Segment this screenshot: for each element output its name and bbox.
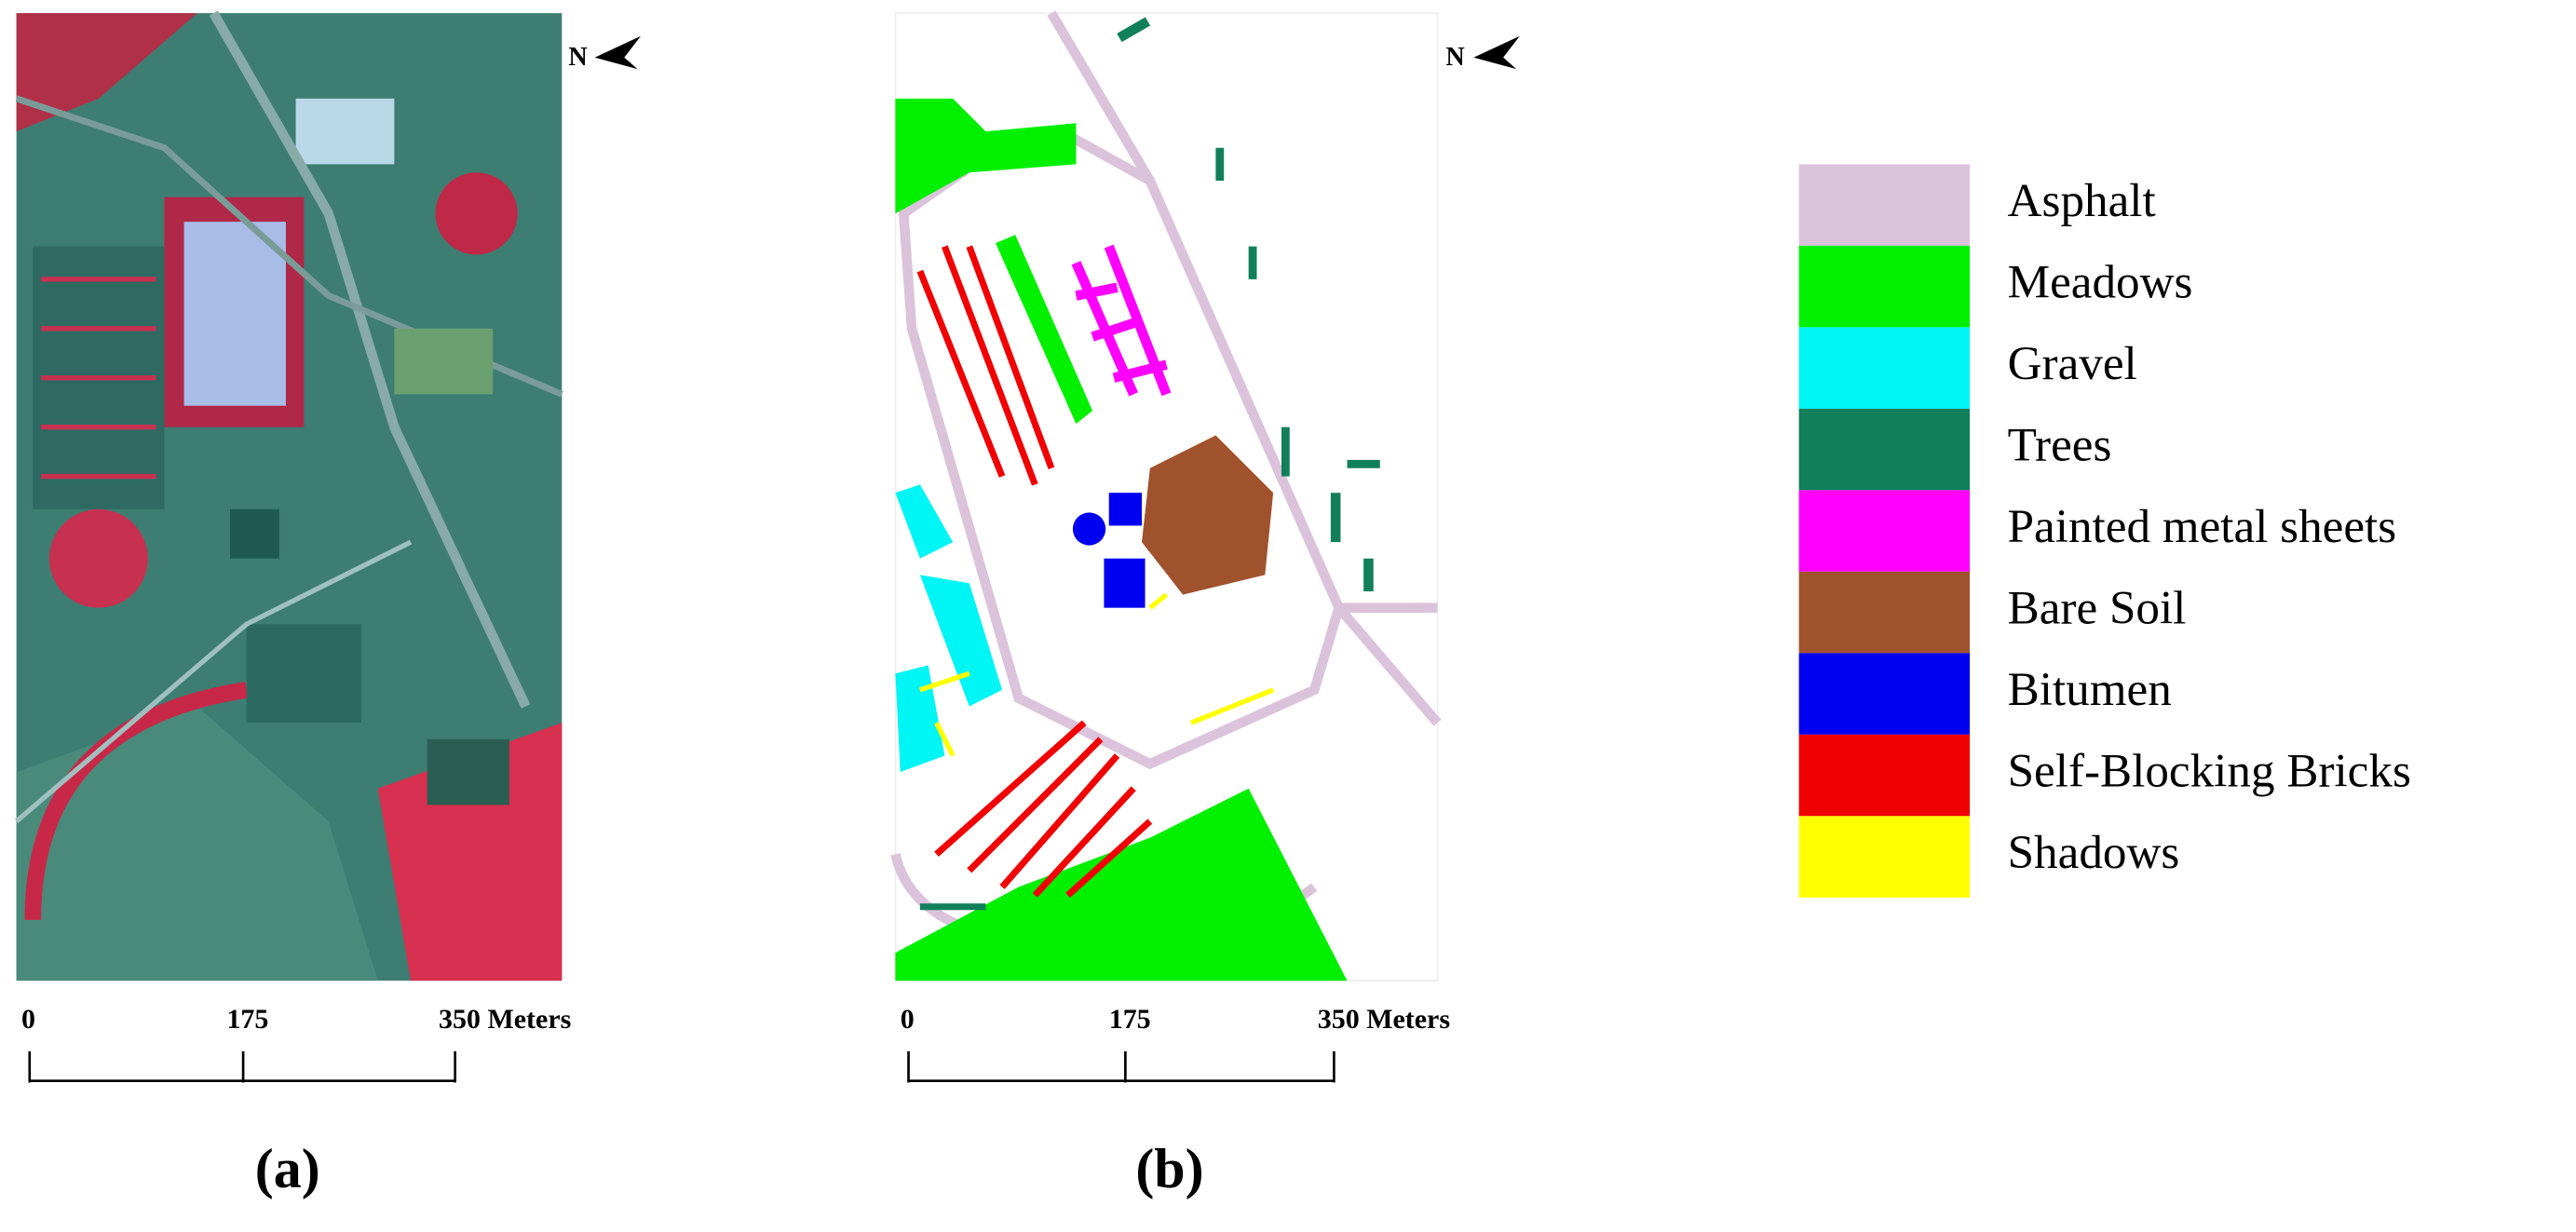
scale-label: 350 Meters [1318,1004,1450,1035]
north-arrow [594,35,641,70]
legend-swatch [1798,327,1971,409]
legend-label: Bare Soil [2008,581,2187,634]
legend-label: Shadows [2008,826,2180,879]
ground-truth-map [890,10,1442,982]
legend-swatch [1798,816,1971,898]
north-arrow [1473,35,1520,70]
legend-label: Painted metal sheets [2008,500,2397,553]
panel-label: (a) [255,1138,320,1199]
legend-swatch [1798,490,1971,572]
scale-label: 175 [226,1004,268,1035]
legend-label: Asphalt [2008,174,2156,227]
scale-label: 175 [1109,1004,1151,1035]
legend-swatch [1798,408,1971,491]
scale-label: 0 [901,1004,915,1035]
scale-label: 350 Meters [439,1004,571,1035]
scale-label: 0 [21,1004,35,1035]
legend-swatch [1798,734,1971,817]
legend-swatch [1798,245,1971,328]
north-label: N [568,43,587,72]
panel-label: (b) [1135,1138,1203,1199]
legend-label: Meadows [2008,255,2193,308]
legend-label: Self-Blocking Bricks [2008,744,2411,797]
false-color-image [14,10,563,982]
legend-swatch [1798,653,1971,735]
annotations: N 0 175 350 Meters (a) N 0 175 350 Meters (b) Asph… [21,43,2411,1199]
legend-swatch [1798,571,1971,654]
legend-swatch [1798,164,1971,246]
north-label: N [1445,43,1464,72]
legend-label: Gravel [2008,337,2137,390]
legend-label: Trees [2008,418,2112,471]
legend-label: Bitumen [2008,663,2172,716]
